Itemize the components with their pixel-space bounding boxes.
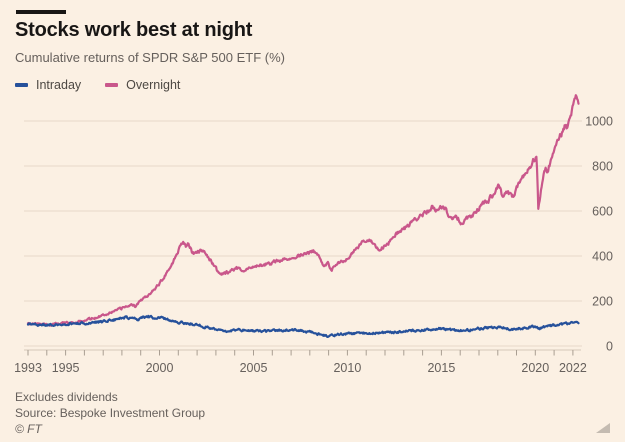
legend-item-intraday: Intraday bbox=[15, 78, 81, 92]
x-tick-label: 1993 bbox=[14, 361, 42, 375]
resize-handle-icon[interactable] bbox=[596, 423, 610, 433]
x-tick-label: 2010 bbox=[333, 361, 361, 375]
overnight-line bbox=[26, 94, 580, 327]
chart-legend: Intraday Overnight bbox=[15, 78, 180, 92]
title-accent-bar bbox=[16, 10, 66, 14]
chart-subtitle: Cumulative returns of SPDR S&P 500 ETF (… bbox=[15, 50, 285, 65]
x-tick-label: 2020 bbox=[521, 361, 549, 375]
x-tick-label: 1995 bbox=[52, 361, 80, 375]
y-tick-label: 800 bbox=[592, 160, 613, 174]
x-tick-label: 2005 bbox=[240, 361, 268, 375]
y-tick-label: 1000 bbox=[585, 115, 613, 129]
x-tick-label: 2000 bbox=[146, 361, 174, 375]
footnote: Excludes dividends bbox=[15, 390, 118, 404]
y-tick-label: 0 bbox=[606, 340, 613, 354]
y-tick-label: 200 bbox=[592, 295, 613, 309]
intraday-line bbox=[26, 314, 580, 338]
intraday-line-swatch bbox=[15, 83, 28, 87]
legend-label-intraday: Intraday bbox=[36, 78, 82, 92]
legend-label-overnight: Overnight bbox=[126, 78, 181, 92]
overnight-line-swatch bbox=[105, 83, 119, 87]
x-tick-label: 2015 bbox=[427, 361, 455, 375]
legend-item-overnight: Overnight bbox=[105, 78, 180, 92]
chart-title: Stocks work best at night bbox=[15, 19, 253, 41]
y-tick-label: 600 bbox=[592, 205, 613, 219]
y-tick-label: 400 bbox=[592, 250, 613, 264]
source-line: Source: Bespoke Investment Group bbox=[15, 406, 206, 420]
ft-credit: © FT bbox=[15, 422, 42, 436]
x-tick-label: 2022 bbox=[559, 361, 587, 375]
